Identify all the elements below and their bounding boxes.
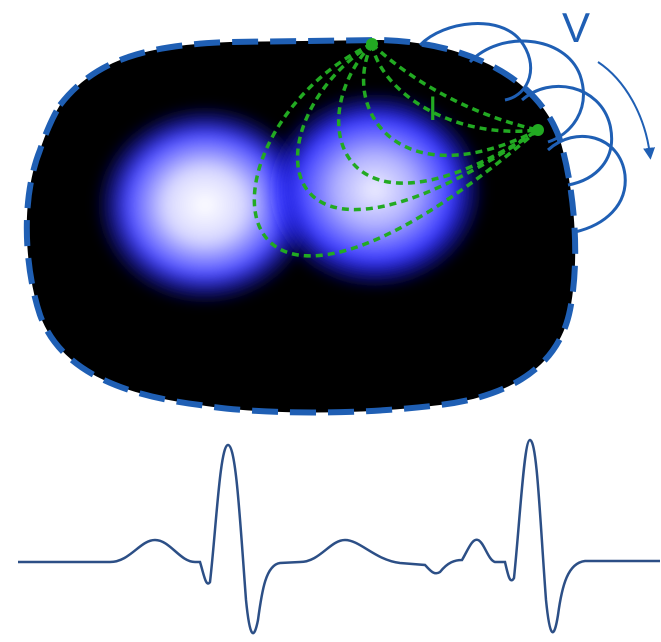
conductivity-image xyxy=(95,90,485,305)
lung-region-right xyxy=(265,90,485,290)
lung-region-left xyxy=(95,105,315,305)
body-boundary xyxy=(23,36,579,416)
current-electrode-sink xyxy=(532,124,544,136)
current-field-lines xyxy=(252,42,540,258)
ecg-trace xyxy=(18,438,660,635)
voltage-loop xyxy=(521,84,613,187)
current-line xyxy=(370,43,539,133)
voltage-label: V xyxy=(562,4,590,51)
voltage-loop xyxy=(468,39,585,144)
voltage-direction-arrow xyxy=(597,61,656,160)
voltage-loop xyxy=(546,134,627,234)
thorax-body xyxy=(23,36,579,416)
voltage-field-lines xyxy=(418,22,627,234)
current-line xyxy=(370,42,539,132)
current-line xyxy=(336,42,539,185)
current-electrode-source xyxy=(366,38,378,50)
current-line xyxy=(295,42,539,212)
current-label: I xyxy=(428,90,437,128)
current-line xyxy=(361,43,539,158)
current-line xyxy=(252,42,540,258)
